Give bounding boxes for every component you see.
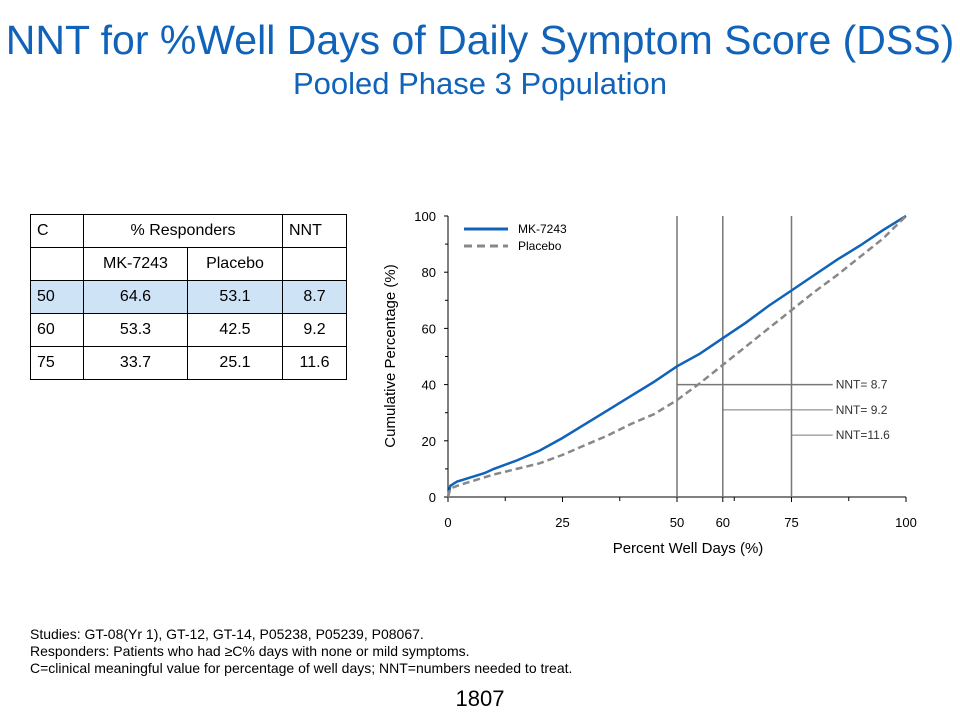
cell-nnt: 8.7	[282, 280, 347, 314]
x-tick-label: 75	[784, 515, 798, 530]
cell-placebo: 53.1	[187, 280, 283, 314]
nnt-table: C % Responders NNT MK-7243 Placebo 50 64…	[30, 214, 347, 380]
cell-placebo: 25.1	[187, 346, 283, 380]
reference-lines: NNT= 8.7 NNT= 9.2 NNT=11.6	[676, 216, 890, 497]
x-tick-label: 60	[716, 515, 730, 530]
nnt-label: NNT= 9.2	[836, 403, 888, 417]
subheader-mk7243: MK-7243	[83, 247, 188, 281]
x-axis-label: Percent Well Days (%)	[613, 540, 764, 557]
slide-subtitle: Pooled Phase 3 Population	[292, 66, 667, 101]
title-block: NNT for %Well Days of Daily Symptom Scor…	[0, 18, 960, 102]
footnotes: Studies: GT-08(Yr 1), GT-12, GT-14, P052…	[30, 626, 572, 677]
x-tick-label: 25	[555, 515, 569, 530]
series-line-placebo	[446, 215, 907, 498]
table-subheader-row: MK-7243 Placebo	[30, 247, 347, 281]
table-row: 60 53.3 42.5 9.2	[30, 313, 347, 347]
y-tick-label: 20	[422, 434, 436, 449]
footnote-studies: Studies: GT-08(Yr 1), GT-12, GT-14, P052…	[30, 626, 424, 642]
nnt-label: NNT= 8.7	[836, 378, 888, 392]
legend-label-placebo: Placebo	[518, 239, 562, 253]
slide-title: NNT for %Well Days of Daily Symptom Scor…	[5, 17, 955, 63]
x-tick-label: 50	[670, 515, 684, 530]
footnote-responders: Responders: Patients who had ≥C% days wi…	[30, 643, 470, 659]
series-lines	[446, 214, 907, 498]
series-line-mk7243	[446, 214, 907, 498]
legend: MK-7243 Placebo	[464, 222, 567, 253]
y-tick-label: 0	[429, 490, 436, 505]
x-tick-label: 0	[444, 515, 451, 530]
y-axis-label: Cumulative Percentage (%)	[382, 264, 399, 447]
nnt-label: NNT=11.6	[836, 428, 890, 442]
y-tick-label: 100	[414, 209, 436, 224]
header-c: C	[30, 214, 84, 248]
slide-number: 1807	[455, 686, 505, 711]
cell-mk7243: 53.3	[83, 313, 188, 347]
table-header-row: C % Responders NNT	[30, 214, 347, 248]
table-row: 50 64.6 53.1 8.7	[30, 280, 347, 314]
x-tick-label: 100	[895, 515, 917, 530]
subheader-placebo: Placebo	[187, 247, 283, 281]
axis-ticks: 0 20 40 60 80 100 0 25 50 60 75 100	[414, 209, 917, 530]
y-tick-label: 40	[422, 378, 436, 393]
cell-c: 75	[30, 346, 84, 380]
y-tick-label: 60	[422, 321, 436, 336]
footnote-definition: C=clinical meaningful value for percenta…	[30, 660, 573, 676]
y-tick-label: 80	[422, 265, 436, 280]
subheader-empty-left	[30, 247, 84, 281]
cumulative-chart: NNT= 8.7 NNT= 9.2 NNT=11.6 0 20 40 60 80 100 0 25…	[382, 209, 917, 557]
cell-mk7243: 33.7	[83, 346, 188, 380]
cell-nnt: 11.6	[282, 346, 347, 380]
table-row: 75 33.7 25.1 11.6	[30, 346, 347, 380]
cell-c: 60	[30, 313, 84, 347]
legend-label-mk7243: MK-7243	[518, 222, 567, 236]
